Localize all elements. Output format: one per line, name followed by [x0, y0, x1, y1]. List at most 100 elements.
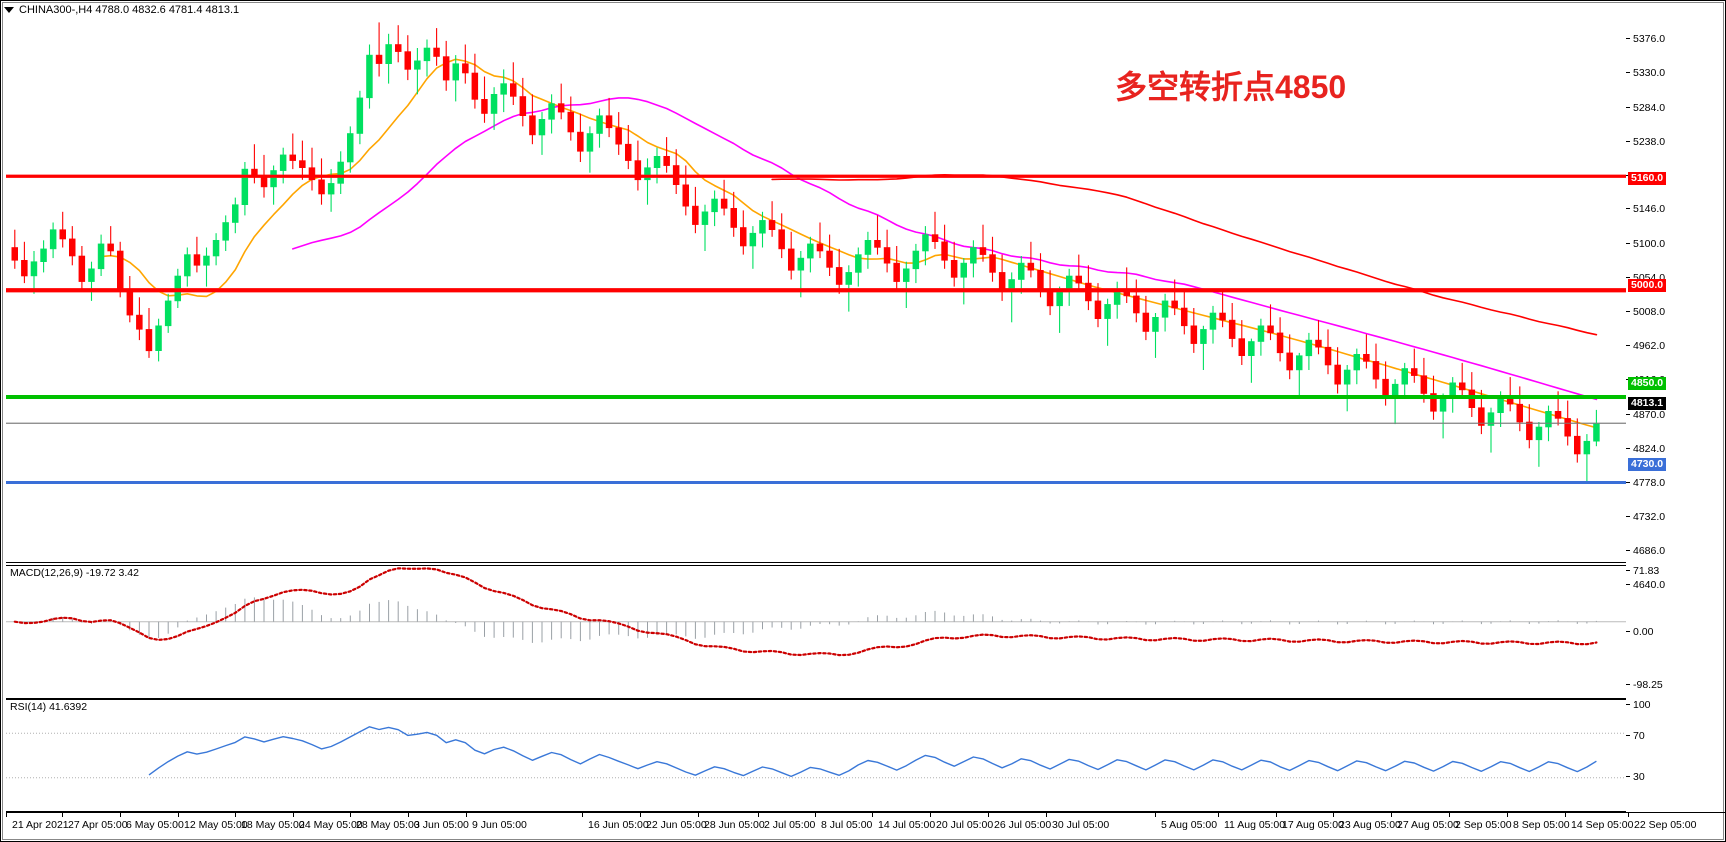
scale-tick-label: 4686.0 — [1633, 545, 1666, 558]
time-axis-label: 16 Jun 05:00 — [588, 819, 649, 831]
resistance-tag-5160[interactable]: 5160.0 — [1628, 172, 1667, 185]
tick-dash-icon — [1626, 107, 1630, 109]
scale-tick: 30 — [1626, 772, 1645, 782]
chart-titlebar: CHINA300-,H4 4788.0 4832.6 4781.4 4813.1 — [4, 3, 239, 17]
scale-tick: 4686.0 — [1626, 546, 1665, 556]
tick-dash-icon — [1626, 311, 1630, 313]
price-plot — [6, 6, 1626, 562]
macd-plot — [6, 566, 1626, 698]
time-axis-tick — [235, 813, 236, 817]
tick-dash-icon — [1626, 38, 1630, 40]
time-axis-tick — [1449, 813, 1450, 817]
tick-dash-icon — [1626, 704, 1630, 706]
scale-tick: 0.00 — [1626, 627, 1653, 637]
time-axis-tick — [1218, 813, 1219, 817]
scale-tick-label: 30 — [1633, 771, 1645, 784]
time-axis-label: 5 Aug 05:00 — [1161, 819, 1218, 831]
scale-tick-label: -98.25 — [1633, 679, 1663, 692]
time-axis-tick — [758, 813, 759, 817]
scale-tick: 4640.0 — [1626, 580, 1665, 590]
time-axis-label: 14 Sep 05:00 — [1571, 819, 1634, 831]
time-axis-label: 27 Apr 05:00 — [68, 819, 128, 831]
time-axis-tick — [1333, 813, 1334, 817]
time-axis-label: 14 Jul 05:00 — [878, 819, 936, 831]
scale-tick: 4870.0 — [1626, 410, 1665, 420]
time-axis-label: 28 May 05:00 — [356, 819, 420, 831]
scale-tick-label: 5238.0 — [1633, 136, 1666, 149]
scale-tick: 71.83 — [1626, 566, 1659, 576]
time-axis-label: 22 Sep 05:00 — [1634, 819, 1697, 831]
time-axis-label: 8 Sep 05:00 — [1513, 819, 1570, 831]
time-axis-tick — [582, 813, 583, 817]
scale-tick: 70 — [1626, 731, 1645, 741]
scale-tick-label: 4870.0 — [1633, 409, 1666, 422]
time-axis-label: 2 Sep 05:00 — [1455, 819, 1512, 831]
time-axis-tick — [293, 813, 294, 817]
time-axis-tick — [1507, 813, 1508, 817]
time-axis-label: 21 Apr 2021 — [12, 819, 69, 831]
rsi-label: RSI(14) 41.6392 — [9, 701, 89, 713]
rsi-plot — [6, 700, 1626, 811]
tick-dash-icon — [1626, 243, 1630, 245]
scale-tick: -98.25 — [1626, 680, 1663, 690]
macd-pane[interactable]: MACD(12,26,9) -19.72 3.42 — [6, 565, 1626, 699]
tick-dash-icon — [1626, 482, 1630, 484]
scale-tick: 4778.0 — [1626, 478, 1665, 488]
scale-tick: 4824.0 — [1626, 444, 1665, 454]
scale-tick-label: 4962.0 — [1633, 340, 1666, 353]
tick-dash-icon — [1626, 414, 1630, 416]
tick-dash-icon — [1626, 72, 1630, 74]
tick-dash-icon — [1626, 516, 1630, 518]
support-tag-4730[interactable]: 4730.0 — [1628, 458, 1667, 471]
time-axis-tick — [1391, 813, 1392, 817]
time-axis-label: 3 Jun 05:00 — [414, 819, 469, 831]
scale-tick-label: 4732.0 — [1633, 511, 1666, 524]
time-axis-label: 23 Aug 05:00 — [1339, 819, 1401, 831]
time-axis[interactable]: 21 Apr 2021 27 Apr 05:00 6 May 05:00 12 May… — [6, 812, 1726, 839]
scale-tick-label: 5100.0 — [1633, 238, 1666, 251]
scale-tick: 5054.0 — [1626, 273, 1665, 283]
price-svg — [6, 22, 1626, 484]
scale-tick-label: 0.00 — [1633, 626, 1654, 639]
rsi-scale[interactable]: 100 70 30 — [1626, 699, 1726, 812]
time-axis-tick — [408, 813, 409, 817]
price-pane[interactable] — [6, 6, 1626, 563]
macd-scale[interactable]: 71.83 0.00 -98.25 — [1626, 565, 1726, 699]
time-axis-label: 11 Aug 05:00 — [1224, 819, 1286, 831]
last-price-tag[interactable]: 4813.1 — [1628, 397, 1667, 410]
tick-dash-icon — [1626, 584, 1630, 586]
time-axis-tick — [815, 813, 816, 817]
rsi-svg — [6, 726, 1626, 779]
scale-tick: 5330.0 — [1626, 68, 1665, 78]
scale-tick-label: 4778.0 — [1633, 477, 1666, 490]
support-tag-4850[interactable]: 4850.0 — [1628, 377, 1667, 390]
scale-tick: 4962.0 — [1626, 341, 1665, 351]
time-axis-label: 20 Jul 05:00 — [936, 819, 994, 831]
chart-annotation: 多空转折点4850 — [1115, 69, 1347, 105]
scale-tick-label: 4640.0 — [1633, 579, 1666, 592]
time-axis-tick — [466, 813, 467, 817]
scale-tick-label: 5330.0 — [1633, 67, 1666, 80]
time-axis-tick — [62, 813, 63, 817]
scale-tick: 5146.0 — [1626, 204, 1665, 214]
price-scale[interactable]: 5376.05330.05284.05238.05192.05146.05100… — [1626, 6, 1726, 590]
time-axis-tick — [1276, 813, 1277, 817]
time-axis-label: 28 Jun 05:00 — [704, 819, 765, 831]
time-axis-tick — [698, 813, 699, 817]
triangle-down-icon[interactable] — [4, 7, 14, 13]
scale-tick: 5376.0 — [1626, 34, 1665, 44]
time-axis-label: 26 Jul 05:00 — [994, 819, 1052, 831]
time-axis-tick — [872, 813, 873, 817]
time-axis-tick — [1155, 813, 1156, 817]
macd-label: MACD(12,26,9) -19.72 3.42 — [9, 567, 140, 579]
scale-tick-label: 70 — [1633, 730, 1645, 743]
scale-tick: 5284.0 — [1626, 103, 1665, 113]
time-axis-label: 24 May 05:00 — [299, 819, 363, 831]
rsi-pane[interactable]: RSI(14) 41.6392 — [6, 699, 1626, 812]
scale-tick-label: 5146.0 — [1633, 203, 1666, 216]
resistance-tag-5000[interactable]: 5000.0 — [1628, 279, 1667, 292]
scale-tick-label: 5284.0 — [1633, 102, 1666, 115]
tick-dash-icon — [1626, 735, 1630, 737]
time-axis-label: 18 May 05:00 — [241, 819, 305, 831]
time-axis-label: 17 Aug 05:00 — [1282, 819, 1344, 831]
